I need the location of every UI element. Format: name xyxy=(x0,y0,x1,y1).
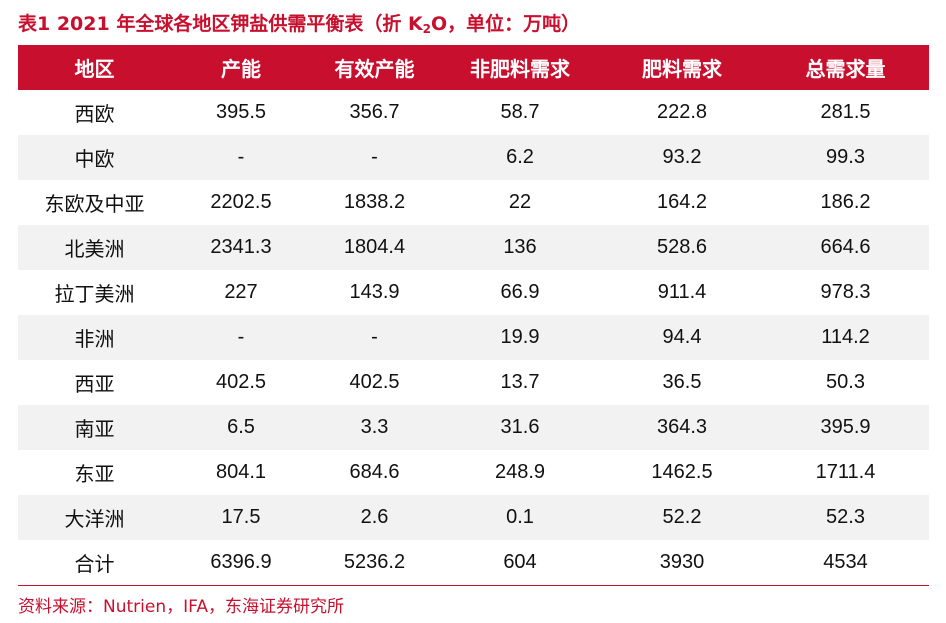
table-row: 中欧 - - 6.2 93.2 99.3 xyxy=(18,135,929,180)
cell-effective-capacity: - xyxy=(371,146,378,168)
cell-region: 大洋洲 xyxy=(64,507,125,531)
table-row: 拉丁美洲 227 143.9 66.9 911.4 978.3 xyxy=(18,270,929,315)
cell-effective-capacity: 402.5 xyxy=(349,371,400,393)
table-row: 南亚 6.5 3.3 31.6 364.3 395.9 xyxy=(18,405,929,450)
cell-capacity: 804.1 xyxy=(215,461,267,483)
cell-fertilizer-demand: 94.4 xyxy=(662,326,702,348)
table-title: 表1 2021 年全球各地区钾盐供需平衡表（折 K2O，单位：万吨） xyxy=(18,9,580,36)
cell-capacity: 402.5 xyxy=(215,371,267,393)
cell-total-demand: 1711.4 xyxy=(815,461,876,483)
cell-fertilizer-demand: 528.6 xyxy=(656,236,708,258)
cell-capacity: 17.5 xyxy=(221,506,261,528)
cell-non-fertilizer-demand: 136 xyxy=(503,236,537,258)
header-row: 地区 产能 有效产能 非肥料需求 肥料需求 总需求量 xyxy=(18,45,929,90)
cell-region: 南亚 xyxy=(74,417,115,441)
cell-total-demand: 114.2 xyxy=(821,326,870,348)
table-row: 大洋洲 17.5 2.6 0.1 52.2 52.3 xyxy=(18,495,929,540)
cell-total-demand: 395.9 xyxy=(820,416,871,438)
cell-non-fertilizer-demand: 0.1 xyxy=(506,506,534,528)
table-row: 合计 6396.9 5236.2 604 3930 4534 xyxy=(18,540,929,585)
cell-capacity: 6.5 xyxy=(227,416,255,438)
cell-capacity: 6396.9 xyxy=(210,551,272,573)
cell-region: 中欧 xyxy=(74,147,115,171)
cell-effective-capacity: 1804.4 xyxy=(343,236,406,258)
cell-fertilizer-demand: 93.2 xyxy=(662,146,702,168)
cell-non-fertilizer-demand: 66.9 xyxy=(500,281,540,303)
header-fertilizer-demand: 肥料需求 xyxy=(642,57,722,81)
cell-capacity: 227 xyxy=(224,281,258,303)
cell-total-demand: 664.6 xyxy=(820,236,871,258)
cell-non-fertilizer-demand: 19.9 xyxy=(500,326,540,348)
cell-fertilizer-demand: 3930 xyxy=(659,551,705,573)
cell-region: 拉丁美洲 xyxy=(54,282,135,306)
table-row: 西亚 402.5 402.5 13.7 36.5 50.3 xyxy=(18,360,929,405)
cell-fertilizer-demand: 164.2 xyxy=(656,191,708,213)
cell-region: 非洲 xyxy=(74,327,115,351)
cell-total-demand: 50.3 xyxy=(826,371,865,393)
table-title-prefix: 表1 2021 年全球各地区钾盐供需平衡表（折 K xyxy=(18,13,423,35)
cell-effective-capacity: 2.6 xyxy=(360,506,389,528)
cell-effective-capacity: 143.9 xyxy=(349,281,400,303)
cell-fertilizer-demand: 364.3 xyxy=(656,416,708,438)
cell-effective-capacity: 356.7 xyxy=(349,101,400,123)
header-total-demand: 总需求量 xyxy=(805,57,886,81)
cell-effective-capacity: - xyxy=(371,326,378,348)
table-row: 东欧及中亚 2202.5 1838.2 22 164.2 186.2 xyxy=(18,180,929,225)
cell-non-fertilizer-demand: 58.7 xyxy=(500,101,540,123)
cell-region: 西亚 xyxy=(74,372,115,396)
table-row: 非洲 - - 19.9 94.4 114.2 xyxy=(18,315,929,360)
bottom-rule xyxy=(18,585,929,586)
cell-fertilizer-demand: 1462.5 xyxy=(651,461,713,483)
cell-fertilizer-demand: 911.4 xyxy=(657,281,707,303)
cell-fertilizer-demand: 52.2 xyxy=(662,506,702,528)
cell-effective-capacity: 3.3 xyxy=(360,416,389,438)
cell-total-demand: 52.3 xyxy=(826,506,865,528)
cell-capacity: 2341.3 xyxy=(210,236,272,258)
cell-total-demand: 281.5 xyxy=(820,101,871,123)
cell-region: 西欧 xyxy=(74,102,115,126)
cell-fertilizer-demand: 222.8 xyxy=(656,101,708,123)
cell-total-demand: 4534 xyxy=(823,551,868,573)
cell-capacity: 2202.5 xyxy=(210,191,272,213)
header-capacity: 产能 xyxy=(221,57,261,81)
table-body: 西欧 395.5 356.7 58.7 222.8 281.5 中欧 - - 6.2 93.2 99.… xyxy=(18,90,929,585)
potash-balance-table: 地区 产能 有效产能 非肥料需求 肥料需求 总需求量 西欧 395.5 356.7 5… xyxy=(18,45,929,585)
cell-capacity: - xyxy=(237,326,245,348)
table-row: 西欧 395.5 356.7 58.7 222.8 281.5 xyxy=(18,90,929,135)
cell-non-fertilizer-demand: 13.7 xyxy=(500,371,540,393)
cell-region: 东欧及中亚 xyxy=(44,192,145,216)
cell-region: 合计 xyxy=(74,552,115,576)
source-note: 资料来源：Nutrien，IFA，东海证券研究所 xyxy=(18,597,344,617)
header-region: 地区 xyxy=(74,57,115,81)
cell-total-demand: 978.3 xyxy=(820,281,871,303)
table-row: 东亚 804.1 684.6 248.9 1462.5 1711.4 xyxy=(18,450,929,495)
cell-effective-capacity: 5236.2 xyxy=(343,551,406,573)
header-effective-capacity: 有效产能 xyxy=(334,57,415,81)
cell-effective-capacity: 684.6 xyxy=(349,461,400,483)
table-row: 北美洲 2341.3 1804.4 136 528.6 664.6 xyxy=(18,225,929,270)
cell-region: 东亚 xyxy=(74,462,115,486)
cell-capacity: 395.5 xyxy=(215,101,267,123)
cell-total-demand: 99.3 xyxy=(826,146,865,168)
cell-fertilizer-demand: 36.5 xyxy=(662,371,702,393)
cell-non-fertilizer-demand: 604 xyxy=(503,551,537,573)
cell-non-fertilizer-demand: 31.6 xyxy=(500,416,540,438)
table-title-suffix: O，单位：万吨） xyxy=(431,13,581,35)
cell-region: 北美洲 xyxy=(64,237,125,261)
table-header: 地区 产能 有效产能 非肥料需求 肥料需求 总需求量 xyxy=(18,45,929,90)
cell-total-demand: 186.2 xyxy=(820,191,871,213)
table-title-subscript: 2 xyxy=(422,22,432,36)
cell-effective-capacity: 1838.2 xyxy=(343,191,406,213)
header-non-fertilizer-demand: 非肥料需求 xyxy=(470,57,570,81)
cell-non-fertilizer-demand: 22 xyxy=(508,191,532,213)
cell-non-fertilizer-demand: 6.2 xyxy=(506,146,534,168)
cell-capacity: - xyxy=(237,146,245,168)
cell-non-fertilizer-demand: 248.9 xyxy=(494,461,546,483)
